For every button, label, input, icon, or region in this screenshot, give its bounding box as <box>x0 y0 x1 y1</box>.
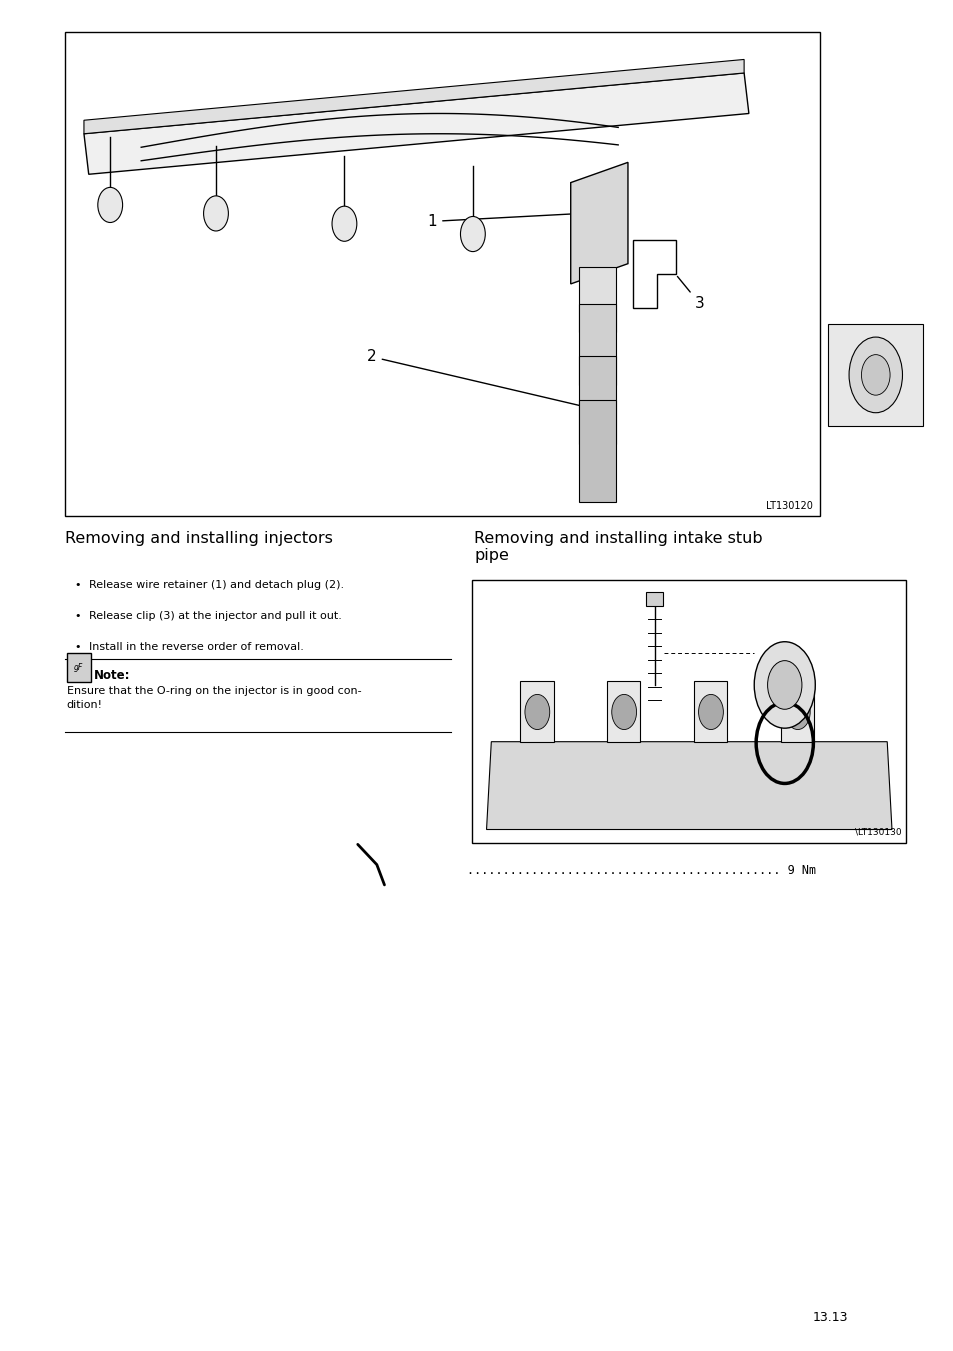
Polygon shape <box>570 162 627 284</box>
Circle shape <box>460 216 485 251</box>
Text: •: • <box>74 580 81 589</box>
Bar <box>578 304 615 385</box>
Circle shape <box>98 188 123 223</box>
Text: 1: 1 <box>427 213 586 228</box>
Text: 13.13: 13.13 <box>811 1310 847 1324</box>
Text: Note:: Note: <box>93 669 130 682</box>
Circle shape <box>784 694 809 730</box>
Circle shape <box>848 336 902 413</box>
Text: 3: 3 <box>677 277 703 311</box>
Circle shape <box>767 661 801 709</box>
Bar <box>780 681 813 742</box>
Text: •: • <box>74 611 81 620</box>
Text: LT130120: LT130120 <box>765 501 812 511</box>
Bar <box>578 355 615 443</box>
Polygon shape <box>486 742 891 830</box>
Text: ............................................ 9 Nm: ........................................… <box>467 863 816 877</box>
Bar <box>578 267 615 332</box>
Bar <box>67 653 91 682</box>
Circle shape <box>611 694 636 730</box>
Text: Ensure that the O-ring on the injector is in good con-
dition!: Ensure that the O-ring on the injector i… <box>67 686 361 709</box>
Text: \LT130130: \LT130130 <box>854 827 901 836</box>
Bar <box>472 580 905 843</box>
Bar <box>578 400 615 501</box>
Circle shape <box>524 694 549 730</box>
Polygon shape <box>84 73 748 174</box>
Text: Install in the reverse order of removal.: Install in the reverse order of removal. <box>89 642 303 651</box>
Text: •: • <box>74 642 81 651</box>
Circle shape <box>754 642 815 728</box>
Bar <box>645 592 662 605</box>
Bar <box>519 681 553 742</box>
Circle shape <box>203 196 228 231</box>
Polygon shape <box>84 59 743 134</box>
Circle shape <box>861 354 889 394</box>
Bar <box>827 324 923 426</box>
Text: Removing and installing injectors: Removing and installing injectors <box>65 531 333 546</box>
Bar <box>693 681 726 742</box>
Text: gF: gF <box>74 663 83 671</box>
Text: 2: 2 <box>367 350 594 409</box>
Text: Release clip (3) at the injector and pull it out.: Release clip (3) at the injector and pul… <box>89 611 341 620</box>
Circle shape <box>332 207 356 242</box>
Bar <box>606 681 639 742</box>
Circle shape <box>698 694 722 730</box>
Bar <box>65 32 820 516</box>
Text: Release wire retainer (1) and detach plug (2).: Release wire retainer (1) and detach plu… <box>89 580 343 589</box>
Text: Removing and installing intake stub
pipe: Removing and installing intake stub pipe <box>474 531 762 563</box>
